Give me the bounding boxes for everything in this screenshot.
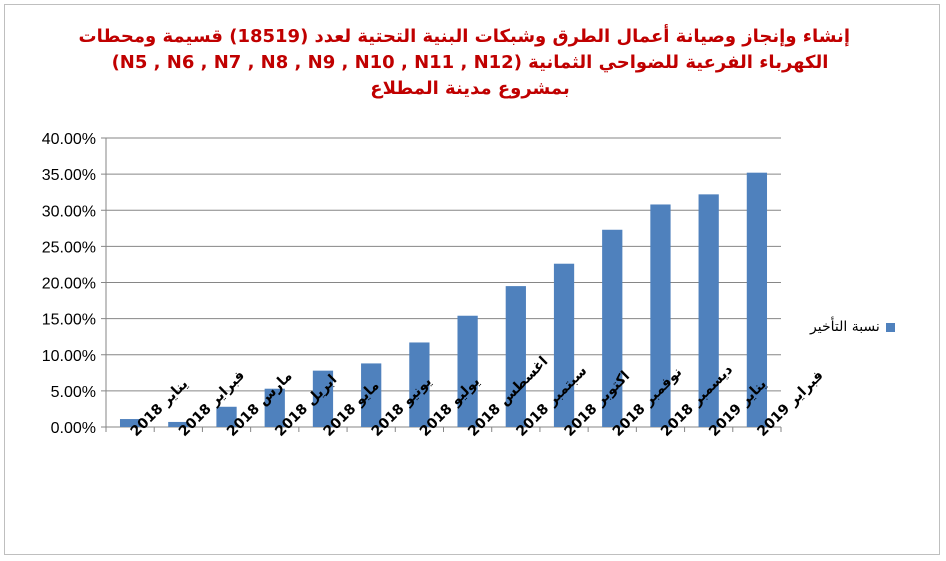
bar [457, 315, 478, 427]
chart-title-line-3: بمشروع مدينة المطلاع [370, 78, 570, 99]
y-tick-label: 20.00% [42, 276, 96, 293]
chart-title-line-2: الكهرباء الفرعية للضواحي الثمانية (N5 , … [111, 52, 829, 73]
chart-title: إنشاء وإنجاز وصيانة أعمال الطرق وشبكات ا… [78, 24, 850, 102]
legend: نسبة التأخير [810, 319, 895, 335]
chart-frame [4, 4, 940, 555]
chart-title-line-1: إنشاء وإنجاز وصيانة أعمال الطرق وشبكات ا… [78, 26, 850, 47]
y-tick-label: 40.00% [42, 131, 96, 148]
y-tick-label: 35.00% [42, 167, 96, 184]
bar [602, 229, 623, 427]
bar [746, 172, 768, 427]
bar [505, 286, 526, 427]
bar [216, 406, 237, 427]
bar [553, 263, 575, 427]
y-tick-label: 10.00% [42, 348, 96, 365]
bar [119, 419, 141, 427]
bar [650, 204, 671, 427]
axes [101, 137, 782, 432]
bar [698, 194, 719, 427]
bar [168, 421, 189, 427]
y-tick-label: 25.00% [42, 239, 96, 256]
legend-label: نسبة التأخير [810, 319, 880, 335]
y-tick-label: 30.00% [42, 203, 96, 220]
bars [119, 172, 768, 427]
legend-swatch [885, 322, 895, 332]
bar [264, 388, 285, 427]
bar [312, 370, 334, 427]
y-tick-label: 0.00% [51, 420, 96, 437]
gridlines [106, 137, 781, 428]
y-tick-label: 5.00% [51, 384, 96, 401]
bar [409, 342, 430, 427]
bar [361, 363, 382, 427]
y-tick-label: 15.00% [42, 312, 96, 329]
